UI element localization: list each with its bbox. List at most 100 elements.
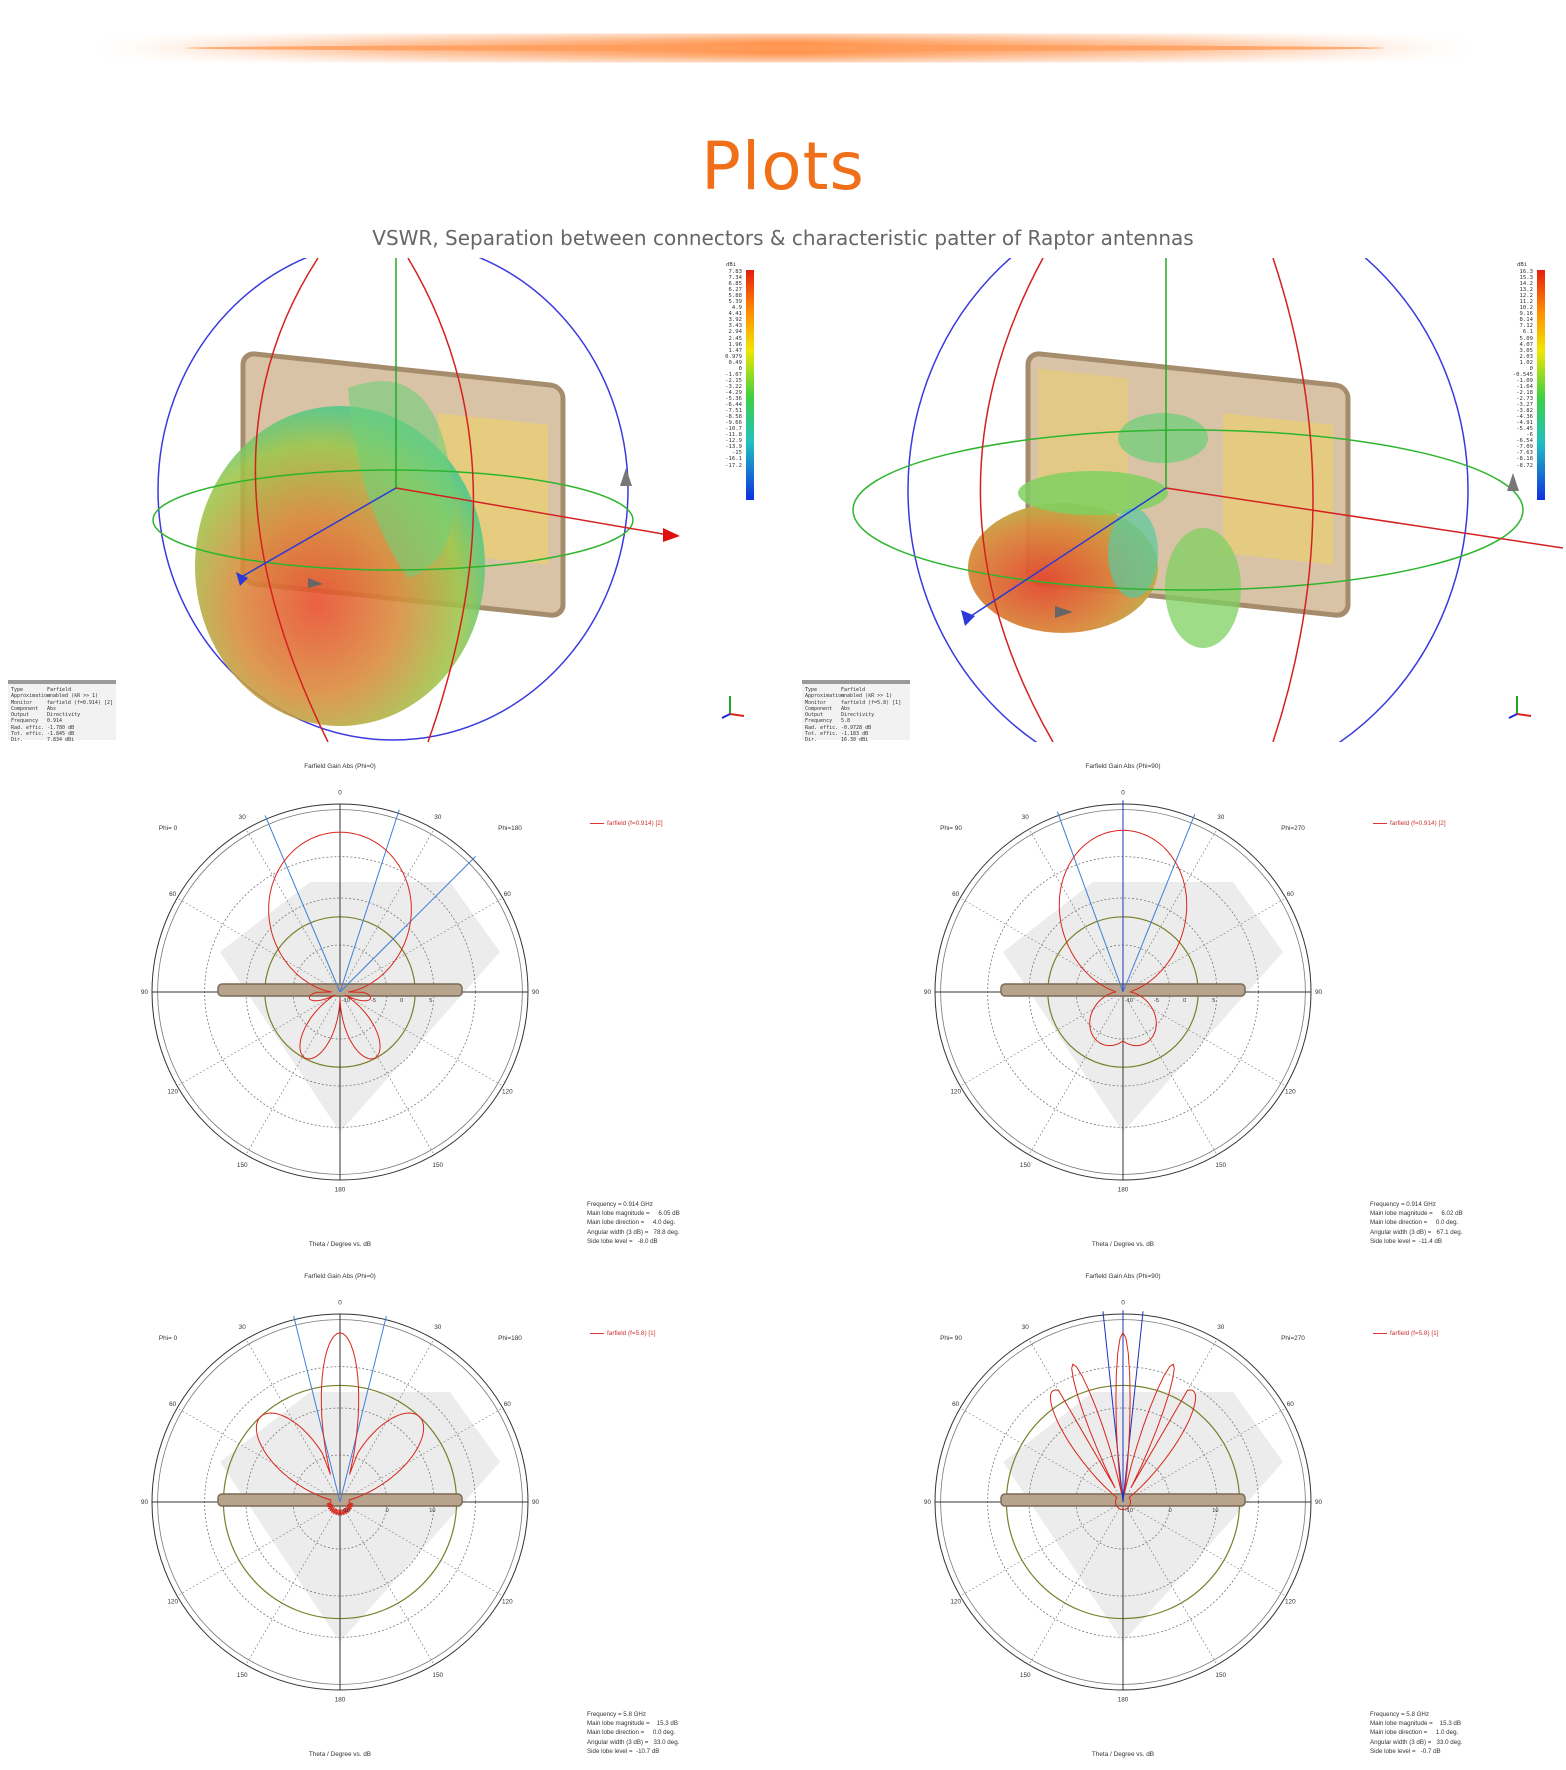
info-key: Component	[11, 705, 39, 712]
info-value: 5.8	[841, 718, 851, 725]
watermark-logo	[1003, 1392, 1283, 1642]
color-scale-tick: 7.12	[1519, 323, 1533, 330]
polar-angle-label: 60	[1287, 1401, 1295, 1408]
polar-stat-line: Angular width (3 dB) = 33.0 deg.	[1370, 1738, 1463, 1746]
color-scale-tick: 14.2	[1519, 281, 1533, 288]
series-legend: farfield (f=5.8) [1]	[1373, 1330, 1439, 1337]
polar-angle-label: 90	[1315, 1499, 1323, 1506]
polar-angle-label: 30	[1217, 1324, 1225, 1331]
color-scale-tick: 12.2	[1519, 293, 1533, 300]
info-value: -1.845 dB	[47, 731, 75, 738]
axis-triad-icon	[1508, 696, 1532, 719]
farfield-info-box-2: Type Farfield Approximation enabled (kR >> …	[802, 680, 910, 743]
color-scale-tick: -9.66	[725, 420, 742, 427]
polar-stat-line: Main lobe direction = 1.0 deg.	[1370, 1729, 1459, 1737]
polar-spoke	[177, 991, 341, 1087]
polar-angle-label: 30	[239, 1324, 247, 1331]
polar-stats: Frequency = 0.914 GHz Main lobe magnitude…	[1370, 1200, 1463, 1246]
beam-direction-line	[1102, 1311, 1124, 1503]
polar-angle-label: 0	[338, 1300, 342, 1307]
info-key: Output	[11, 712, 30, 719]
polar-stat-line: Angular width (3 dB) = 78.8 deg.	[587, 1228, 680, 1236]
polar-title: Farfield Gain Abs (Phi=90)	[1085, 763, 1160, 770]
polar-stat-line: Side lobe level = -0.7 dB	[1370, 1747, 1441, 1755]
polar-plot-1: Farfield Gain Abs (Phi=0) Theta / Degree …	[0, 760, 783, 1260]
info-key: Approximation	[11, 693, 51, 700]
color-scale-bar-1	[746, 270, 754, 500]
farfield-3d-image-1	[152, 258, 680, 742]
color-scale-tick: -0.545	[1512, 371, 1533, 378]
polar-angle-label: 30	[1022, 1324, 1030, 1331]
polar-angle-label: 0	[338, 790, 342, 797]
beam-direction-line	[293, 1315, 341, 1503]
color-scale-tick: 0.49	[728, 359, 742, 366]
phi-left-label: Phi= 0	[159, 825, 178, 832]
polar-stat-line: Angular width (3 dB) = 33.0 deg.	[587, 1738, 680, 1746]
info-row: Monitor farfield (f=5.8) [1]	[805, 700, 907, 706]
pattern-curve	[268, 831, 412, 1060]
info-value: Farfield	[841, 687, 866, 693]
color-scale-tick: 1.47	[728, 347, 742, 354]
info-key: Component	[805, 705, 833, 712]
series-label: farfield (f=0.914) [2]	[607, 820, 663, 827]
info-row: Type Farfield	[805, 687, 907, 693]
color-scale-tick: 0	[738, 365, 742, 372]
polar-angle-label: 30	[239, 814, 247, 821]
polar-ring-label: -10	[342, 998, 350, 1004]
polar-angle-label: 60	[952, 1401, 960, 1408]
polar-spoke	[1122, 1501, 1286, 1597]
polar-stats: Frequency = 5.8 GHz Main lobe magnitude =…	[587, 1710, 679, 1756]
polar-angle-label: 120	[502, 1089, 513, 1096]
series-label: farfield (f=5.8) [1]	[607, 1330, 656, 1337]
info-key: Monitor	[805, 699, 827, 706]
info-row: Output Directivity	[805, 712, 907, 718]
color-scale-bar-2	[1537, 270, 1545, 500]
info-key: Approximation	[805, 693, 845, 700]
watermark-logo	[220, 1392, 500, 1642]
polar-angle-label: 120	[1285, 1089, 1296, 1096]
farfield-3d-image-2	[852, 258, 1563, 742]
polar-angle-label: 120	[1285, 1599, 1296, 1606]
polar-xlabel: Theta / Degree vs. dB	[1092, 1751, 1154, 1758]
polar-ring-label: 5	[429, 998, 432, 1004]
polar-ring-label: 10	[429, 1508, 435, 1514]
info-value: farfield (f=0.914) [2]	[46, 699, 113, 706]
color-scale-tick: 15.3	[1519, 275, 1533, 282]
polar-spoke	[177, 897, 341, 993]
info-row: Component Abs	[805, 706, 907, 712]
polar-angle-label: 120	[950, 1089, 961, 1096]
polar-angle-label: 150	[237, 1162, 248, 1169]
color-scale-tick: 6.85	[728, 281, 742, 288]
color-scale-tick: -1.07	[725, 371, 742, 378]
color-scale-tick: -6.44	[725, 402, 742, 409]
phi-right-label: Phi=180	[498, 1335, 522, 1342]
pattern-curve	[1049, 1331, 1197, 1510]
polar-title: Farfield Gain Abs (Phi=90)	[1085, 1273, 1160, 1280]
info-value: Directivity	[47, 712, 81, 719]
beam-direction-line	[1122, 1311, 1144, 1503]
page-subtitle: VSWR, Separation between connectors & ch…	[372, 226, 1194, 250]
info-key: Tot. effic.	[11, 731, 45, 738]
color-scale-tick: 0.979	[725, 353, 742, 360]
polar-spoke	[960, 991, 1124, 1087]
polar-ring-label: 0	[400, 998, 403, 1004]
color-scale-tick: -7.09	[1516, 444, 1533, 451]
beam-direction-line	[339, 856, 476, 993]
color-scale-tick: 4.07	[1519, 341, 1533, 348]
polar-angle-label: 30	[434, 814, 442, 821]
polar-spoke	[339, 1407, 503, 1503]
polar-angle-label: 150	[237, 1672, 248, 1679]
color-scale-tick: 2.45	[728, 335, 742, 342]
info-key: Type	[11, 687, 24, 693]
polar-ring-label: -5	[1154, 998, 1159, 1004]
phi-left-label: Phi= 90	[940, 825, 962, 832]
series-swatch	[1373, 1332, 1387, 1334]
polar-spoke	[177, 1407, 341, 1503]
color-scale-tick: 11.2	[1519, 299, 1533, 306]
polar-spoke	[1122, 829, 1218, 993]
info-row: Approximation enabled (kR >> 1)	[805, 693, 907, 699]
color-scale-tick: 7.34	[728, 275, 742, 282]
phi-left-label: Phi= 90	[940, 1335, 962, 1342]
info-row: Tot. effic. -1.183 dB	[805, 731, 907, 737]
polar-angle-label: 60	[169, 891, 177, 898]
